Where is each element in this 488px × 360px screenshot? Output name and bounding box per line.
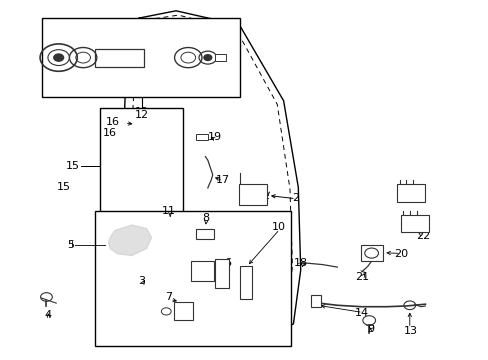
Bar [195,134,207,140]
Text: 16: 16 [103,128,117,138]
Bar [95,211,290,346]
Bar [215,54,225,61]
Text: 21: 21 [354,272,368,282]
Text: 15: 15 [57,182,70,192]
Bar [173,302,193,320]
Circle shape [203,55,211,60]
Text: 22: 22 [415,231,429,241]
Text: 12: 12 [135,107,148,117]
Text: 18: 18 [293,258,307,268]
Text: 2: 2 [292,193,299,203]
Bar [400,215,428,232]
Text: 7: 7 [165,292,172,302]
Bar [95,49,144,67]
Text: 15: 15 [65,161,79,171]
Bar [195,229,214,239]
Bar [238,184,266,205]
Circle shape [54,54,63,61]
Polygon shape [108,225,151,256]
Text: 3: 3 [138,276,145,286]
Text: 9: 9 [366,324,373,334]
Text: 14: 14 [354,308,368,318]
Text: 11: 11 [162,206,175,216]
Text: 17: 17 [215,175,229,185]
Text: 13: 13 [403,326,417,336]
Text: 6: 6 [224,258,230,268]
Text: 10: 10 [271,222,285,232]
Bar [311,295,321,307]
Bar [360,245,382,261]
Bar [100,108,183,212]
Text: 16: 16 [105,117,119,127]
Text: 19: 19 [208,132,222,142]
Text: 5: 5 [67,240,74,250]
Bar [41,18,239,97]
Bar [215,259,228,288]
Text: 1: 1 [263,191,269,201]
Text: 20: 20 [393,249,407,259]
Text: 8: 8 [202,213,208,223]
Text: 23: 23 [398,193,412,203]
Bar [239,266,251,299]
Text: 4: 4 [44,310,51,320]
Bar [190,261,214,281]
Bar [396,184,425,202]
Text: 12: 12 [135,110,148,120]
